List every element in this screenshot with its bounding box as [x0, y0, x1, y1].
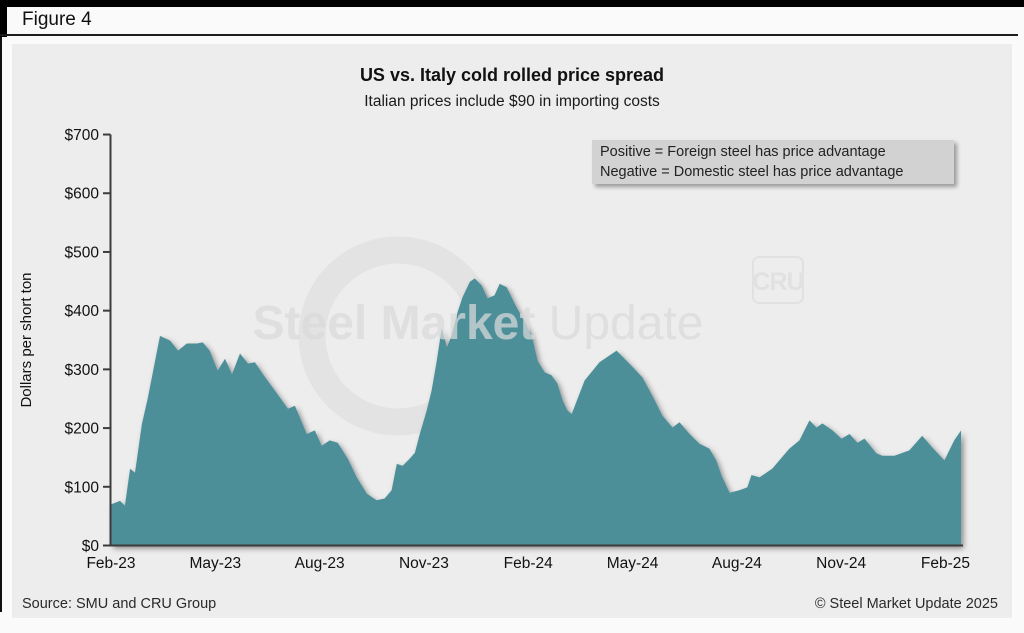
- source-note: Source: SMU and CRU Group: [22, 596, 217, 612]
- y-tick-label: $100: [65, 479, 100, 496]
- caption-underline: [0, 34, 1018, 36]
- price-spread-area: [111, 278, 962, 546]
- x-tick-label: Feb-24: [504, 555, 553, 572]
- chart-subtitle: Italian prices include $90 in importing …: [364, 93, 660, 110]
- x-tick-label: Nov-24: [816, 555, 866, 572]
- cru-badge-icon: CRU: [752, 256, 805, 304]
- y-tick-label: $200: [65, 421, 100, 438]
- x-tick-label: Nov-23: [399, 555, 449, 572]
- x-tick-label: Aug-23: [295, 555, 345, 572]
- left-border-corner: [0, 0, 7, 37]
- area-series: [111, 278, 962, 546]
- annotation-line-positive: Positive = Foreign steel has price advan…: [600, 144, 886, 160]
- y-tick-label: $500: [65, 244, 100, 261]
- y-tick-label: $400: [65, 303, 100, 320]
- annotation-box: Positive = Foreign steel has price advan…: [592, 140, 954, 184]
- x-tick-label: Feb-23: [86, 555, 135, 572]
- top-border-bar: [0, 0, 1024, 7]
- y-tick-label: $0: [82, 538, 100, 555]
- annotation-line-negative: Negative = Domestic steel has price adva…: [600, 164, 904, 180]
- y-tick-label: $600: [65, 186, 100, 203]
- svg-text:CRU: CRU: [752, 268, 803, 296]
- chart-title: US vs. Italy cold rolled price spread: [359, 65, 665, 85]
- x-tick-label: Feb-25: [921, 555, 970, 572]
- y-tick-label: $300: [65, 362, 100, 379]
- left-border-line: [0, 0, 2, 612]
- x-tick-label: May-24: [607, 555, 659, 572]
- y-tick-label: $700: [65, 127, 100, 144]
- svg-text:Steel Market Update: Steel Market Update: [253, 297, 704, 350]
- x-tick-label: Aug-24: [712, 555, 762, 572]
- watermark-text: Steel Market Update: [253, 297, 704, 350]
- x-tick-label: May-23: [189, 555, 241, 572]
- figure-label: Figure 4: [22, 9, 92, 30]
- copyright-note: © Steel Market Update 2025: [814, 596, 998, 612]
- y-axis-title: Dollars per short ton: [18, 272, 35, 407]
